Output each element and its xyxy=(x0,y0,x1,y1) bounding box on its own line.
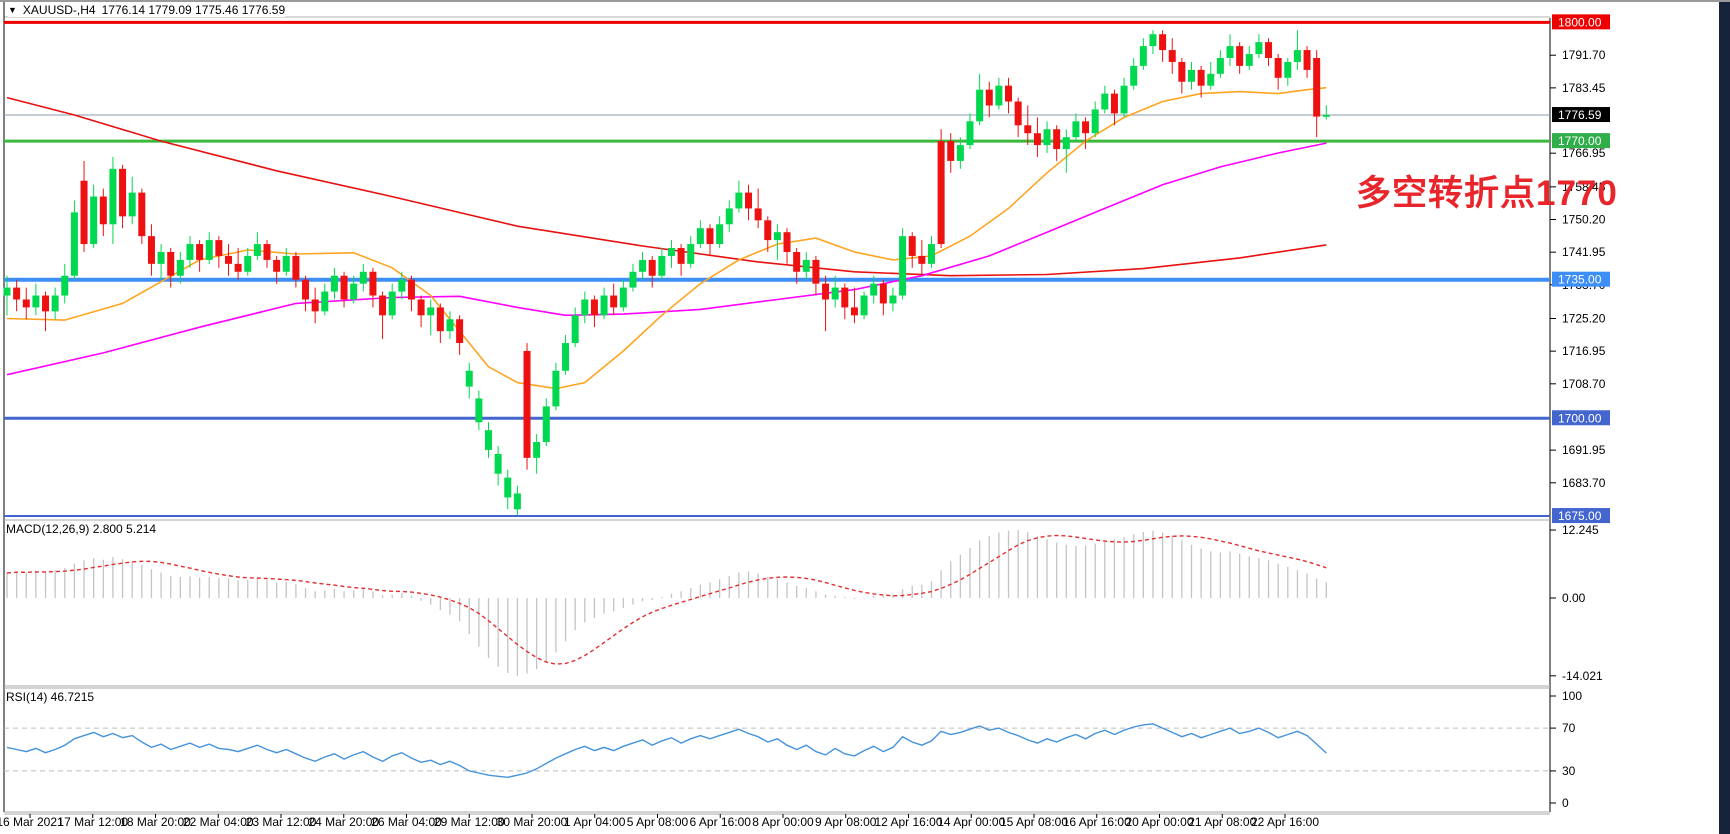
svg-text:20 Apr 00:00: 20 Apr 00:00 xyxy=(1125,815,1193,829)
svg-text:8 Apr 00:00: 8 Apr 00:00 xyxy=(752,815,814,829)
svg-text:22 Apr 16:00: 22 Apr 16:00 xyxy=(1251,815,1319,829)
svg-text:0: 0 xyxy=(1562,796,1569,810)
svg-text:12 Apr 16:00: 12 Apr 16:00 xyxy=(874,815,942,829)
svg-text:5 Apr 08:00: 5 Apr 08:00 xyxy=(627,815,689,829)
svg-text:1800.00: 1800.00 xyxy=(1558,15,1602,29)
svg-text:1700.00: 1700.00 xyxy=(1558,411,1602,425)
svg-text:12.245: 12.245 xyxy=(1562,523,1599,537)
svg-text:6 Apr 16:00: 6 Apr 16:00 xyxy=(690,815,752,829)
window-right-frame xyxy=(1719,2,1730,834)
svg-text:18 Mar 20:00: 18 Mar 20:00 xyxy=(120,815,191,829)
svg-text:70: 70 xyxy=(1562,721,1576,735)
svg-text:1770.00: 1770.00 xyxy=(1558,134,1602,148)
rsi-indicator-label: RSI(14) 46.7215 xyxy=(6,690,95,704)
svg-text:24 Mar 20:00: 24 Mar 20:00 xyxy=(308,815,379,829)
svg-text:1758.45: 1758.45 xyxy=(1562,180,1606,194)
svg-text:1691.95: 1691.95 xyxy=(1562,443,1606,457)
svg-text:1766.95: 1766.95 xyxy=(1562,146,1606,160)
macd-indicator-label: MACD(12,26,9) 2.800 5.214 xyxy=(6,522,157,536)
svg-text:1 Apr 04:00: 1 Apr 04:00 xyxy=(564,815,626,829)
svg-text:1735.00: 1735.00 xyxy=(1558,273,1602,287)
svg-text:30 Mar 20:00: 30 Mar 20:00 xyxy=(497,815,568,829)
svg-text:15 Apr 08:00: 15 Apr 08:00 xyxy=(1000,815,1068,829)
svg-text:1776.59: 1776.59 xyxy=(1558,108,1602,122)
svg-text:1783.45: 1783.45 xyxy=(1562,81,1606,95)
chart-ohlc-values: 1776.14 1779.09 1775.46 1776.59 xyxy=(101,3,286,17)
svg-text:-14.021: -14.021 xyxy=(1562,669,1603,683)
svg-text:16 Mar 2021: 16 Mar 2021 xyxy=(0,815,64,829)
chart-text-annotation: 多空转折点1770 xyxy=(1356,174,1618,213)
symbol-dropdown-icon[interactable]: ▼ xyxy=(8,5,17,15)
svg-text:29 Mar 12:00: 29 Mar 12:00 xyxy=(434,815,505,829)
svg-text:14 Apr 00:00: 14 Apr 00:00 xyxy=(937,815,1005,829)
chart-titlebar: ▼ XAUUSD-,H4 1776.14 1779.09 1775.46 177… xyxy=(8,3,286,17)
svg-text:30: 30 xyxy=(1562,764,1576,778)
svg-text:1716.95: 1716.95 xyxy=(1562,344,1606,358)
svg-text:1683.70: 1683.70 xyxy=(1562,476,1606,490)
svg-text:9 Apr 08:00: 9 Apr 08:00 xyxy=(815,815,877,829)
svg-text:1791.70: 1791.70 xyxy=(1562,48,1606,62)
svg-text:1675.00: 1675.00 xyxy=(1558,509,1602,523)
svg-text:0.00: 0.00 xyxy=(1562,591,1586,605)
svg-text:1708.70: 1708.70 xyxy=(1562,377,1606,391)
svg-text:1741.95: 1741.95 xyxy=(1562,245,1606,259)
svg-text:1750.20: 1750.20 xyxy=(1562,213,1606,227)
svg-text:26 Mar 04:00: 26 Mar 04:00 xyxy=(371,815,442,829)
svg-text:21 Apr 08:00: 21 Apr 08:00 xyxy=(1188,815,1256,829)
svg-text:22 Mar 04:00: 22 Mar 04:00 xyxy=(183,815,254,829)
svg-text:23 Mar 12:00: 23 Mar 12:00 xyxy=(246,815,317,829)
svg-text:16 Apr 16:00: 16 Apr 16:00 xyxy=(1063,815,1131,829)
svg-text:1725.20: 1725.20 xyxy=(1562,311,1606,325)
chart-symbol-title: XAUUSD-,H4 xyxy=(22,3,96,17)
svg-text:100: 100 xyxy=(1562,689,1582,703)
svg-text:17 Mar 12:00: 17 Mar 12:00 xyxy=(57,815,128,829)
